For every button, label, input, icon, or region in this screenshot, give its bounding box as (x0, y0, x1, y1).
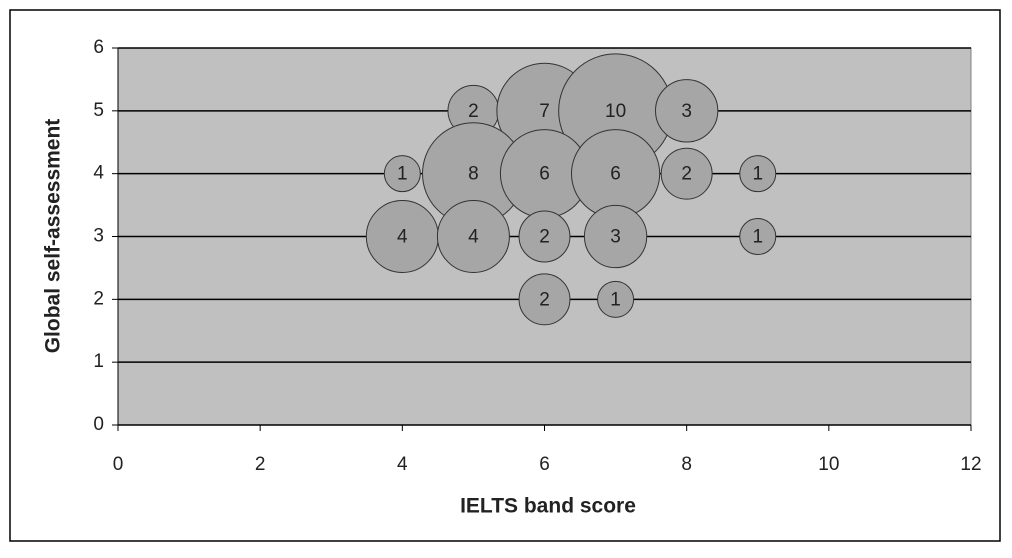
x-tick-label: 2 (255, 454, 266, 475)
y-tick-label: 2 (93, 288, 104, 309)
x-tick-label: 12 (960, 454, 981, 475)
data-label: 2 (681, 164, 692, 185)
data-label: 8 (468, 164, 479, 185)
bubble (654, 79, 719, 143)
y-tick-label: 4 (93, 163, 104, 184)
bubble (436, 200, 510, 273)
x-tick-label: 10 (818, 454, 839, 475)
data-label: 1 (397, 164, 408, 185)
data-label: 1 (752, 227, 763, 248)
bubble (660, 147, 713, 200)
data-label: 4 (397, 227, 408, 248)
y-tick-label: 1 (93, 351, 104, 372)
y-axis-title: Global self-assessment (42, 119, 65, 354)
data-label: 4 (468, 227, 479, 248)
bubble (597, 280, 635, 318)
data-label: 6 (610, 164, 621, 185)
y-tick-label: 5 (93, 100, 104, 121)
bubble (518, 273, 571, 326)
y-tick-label: 0 (93, 414, 104, 435)
x-tick-label: 4 (397, 454, 408, 475)
data-label: 7 (539, 101, 550, 122)
x-tick-label: 0 (113, 454, 124, 475)
y-tick-label: 3 (93, 226, 104, 247)
bubble (739, 218, 777, 255)
x-tick-label: 6 (539, 454, 550, 475)
data-label: 2 (468, 101, 479, 122)
data-label: 10 (605, 101, 626, 122)
x-tick-label: 8 (681, 454, 692, 475)
data-label: 2 (539, 227, 550, 248)
bubble (383, 155, 421, 193)
data-label: 1 (610, 289, 621, 310)
data-label: 1 (752, 164, 763, 185)
data-label: 6 (539, 164, 550, 185)
bubble (739, 155, 777, 193)
x-axis-title: IELTS band score (460, 495, 636, 518)
data-label: 3 (610, 227, 621, 248)
data-label: 3 (681, 101, 692, 122)
bubble (518, 210, 571, 263)
data-label: 2 (539, 289, 550, 310)
bubble (583, 204, 648, 269)
y-tick-label: 6 (93, 37, 104, 58)
